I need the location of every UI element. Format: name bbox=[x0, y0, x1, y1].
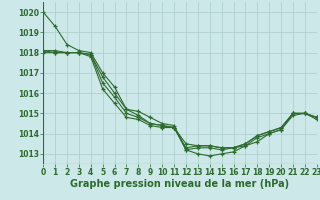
X-axis label: Graphe pression niveau de la mer (hPa): Graphe pression niveau de la mer (hPa) bbox=[70, 179, 290, 189]
